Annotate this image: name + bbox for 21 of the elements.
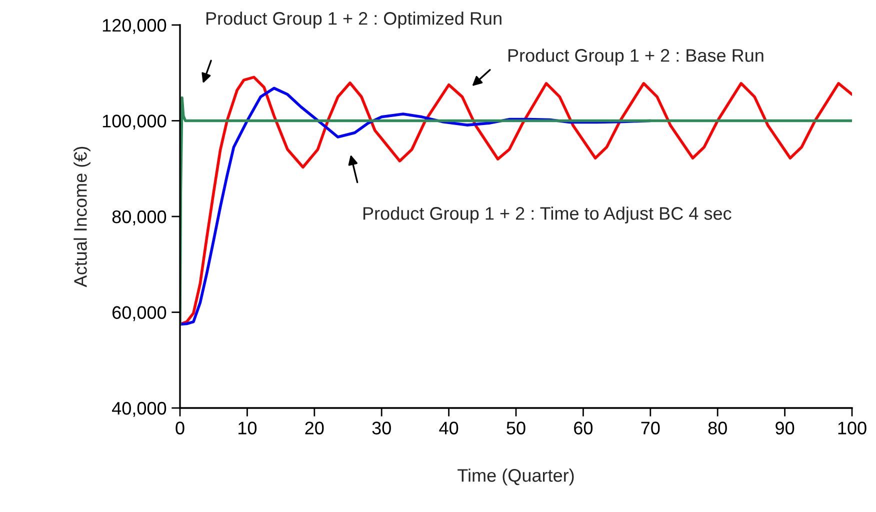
x-axis-title: Time (Quarter) [458, 468, 574, 486]
annotation: Product Group 1 + 2 : Optimized Run [206, 12, 502, 28]
annotation: Product Group 1 + 2 : Base Run [508, 48, 764, 66]
x-tick-label: 40 [439, 422, 458, 434]
x-tick-label: 60 [574, 422, 593, 434]
x-tick-label: 30 [372, 422, 391, 434]
x-tick-label: 20 [305, 422, 324, 434]
y-tick-label: 120,000 [102, 18, 166, 34]
x-tick-label: 10 [238, 422, 257, 434]
y-tick-label: 80,000 [112, 210, 166, 226]
y-tick-label: 40,000 [112, 402, 166, 417]
x-tick-label: 100 [838, 422, 866, 434]
y-axis-title: Actual Income (€) [74, 146, 90, 288]
x-tick-label: 50 [506, 422, 526, 434]
x-tick-label: 70 [641, 422, 660, 434]
x-tick-label: 0 [176, 422, 184, 434]
annotation: Product Group 1 + 2 : Time to Adjust BC 4 sec [363, 206, 732, 224]
y-tick-label: 100,000 [102, 114, 166, 130]
x-tick-label: 80 [708, 422, 727, 434]
x-tick-label: 90 [776, 422, 794, 434]
y-tick-label: 60,000 [112, 306, 166, 322]
